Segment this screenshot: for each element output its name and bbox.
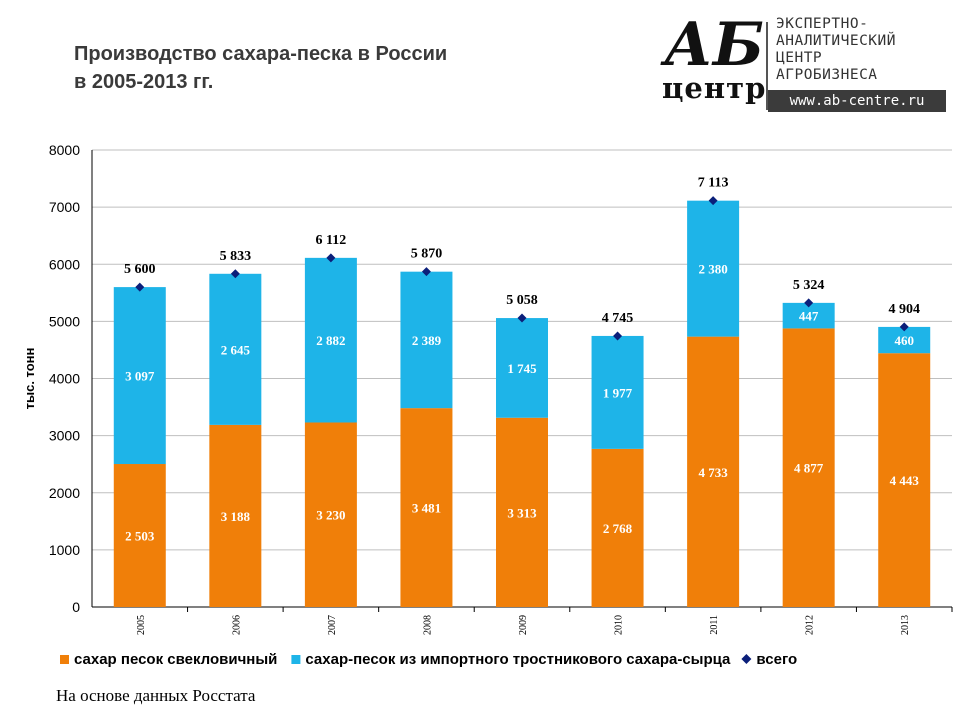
chart-title: Производство сахара-песка в России в 200… [74,40,594,96]
total-marker [421,267,431,277]
logo-divider [766,22,768,110]
source-note: На основе данных Росстата [56,686,256,705]
data-label-beet: 3 188 [221,509,251,524]
data-label-beet: 2 768 [603,521,633,536]
data-label-beet: 3 230 [316,508,345,523]
total-marker [804,298,814,308]
x-tick-label: 2010 [614,615,625,635]
bar-beet [782,328,835,607]
y-axis-title: тыс. тонн [22,348,37,410]
data-label-total: 5 833 [220,249,252,264]
logo-line-4: АГРОБИЗНЕСА [776,67,878,83]
total-marker [517,313,527,323]
bar-beet [304,422,357,607]
x-tick-label: 2007 [327,615,338,635]
title-line-1: Производство сахара-песка в России [74,43,448,65]
data-label-cane: 1 977 [603,385,633,400]
data-label-beet: 4 877 [794,461,824,476]
legend-label-total: всего [756,651,797,668]
x-tick-label: 2006 [231,615,242,635]
total-marker [326,253,336,263]
logo-centr-text: центр [662,71,767,105]
legend-swatch-cane [291,655,301,664]
data-label-beet: 4 733 [698,465,728,480]
bar-beet [113,464,166,607]
y-tick-label: 2000 [49,485,80,501]
total-marker [899,322,909,332]
legend-label-cane: сахар-песок из импортного тростникового … [305,651,731,668]
data-label-beet: 3 481 [412,501,441,516]
data-label-beet: 3 313 [507,505,537,520]
bar-cane [304,257,357,423]
bar-beet [687,336,740,607]
bar-beet [591,448,644,607]
legend-label-beet: сахар песок свекловичный [74,651,277,668]
bar-cane [687,200,740,337]
logo-line-1: ЭКСПЕРТНО- [776,16,869,32]
y-tick-label: 1000 [49,542,80,558]
logo-organization-name: ЭКСПЕРТНО- АНАЛИТИЧЕСКИЙ ЦЕНТР АГРОБИЗНЕ… [776,16,896,84]
data-label-total: 5 600 [124,262,156,277]
total-marker [230,269,240,279]
data-label-total: 5 870 [411,247,443,262]
y-tick-label: 0 [72,599,80,615]
data-label-total: 4 904 [888,302,920,317]
logo-ab-text: АБ [664,10,765,80]
x-tick-label: 2013 [900,615,911,635]
logo-line-3: ЦЕНТР [776,50,823,66]
x-tick-label: 2008 [422,615,433,635]
total-marker [613,331,623,341]
data-label-cane: 447 [799,309,819,324]
bar-cane [591,335,644,449]
bar-cane [400,271,453,409]
data-label-total: 5 058 [506,293,538,308]
y-tick-label: 5000 [49,313,80,329]
bar-beet [878,353,931,607]
y-tick-label: 4000 [49,371,80,387]
legend-swatch-beet [60,655,69,664]
data-label-total: 7 113 [698,176,729,191]
data-label-cane: 2 645 [221,342,251,357]
bar-beet [209,424,262,607]
y-tick-label: 7000 [49,199,80,215]
data-label-cane: 1 745 [507,361,537,376]
bar-beet [400,408,453,607]
legend-marker-total [741,654,752,664]
y-tick-label: 8000 [49,142,80,158]
total-marker [135,282,145,292]
data-label-cane: 460 [894,333,914,348]
bar-cane [209,273,262,425]
x-tick-label: 2005 [136,615,147,635]
data-label-total: 5 324 [793,278,825,293]
logo-url: www.ab-centre.ru [768,90,946,112]
y-tick-label: 3000 [49,428,80,444]
data-label-cane: 2 380 [698,262,727,277]
bar-cane [496,318,548,418]
bar-beet [496,417,548,607]
y-tick-label: 6000 [49,256,80,272]
total-marker [708,196,718,206]
data-label-total: 4 745 [602,311,634,326]
data-label-beet: 2 503 [125,529,155,544]
bar-cane [113,287,166,465]
data-label-cane: 2 882 [316,333,345,348]
x-tick-label: 2011 [709,615,720,635]
data-label-beet: 4 443 [890,473,920,488]
data-label-cane: 2 389 [412,333,442,348]
data-label-cane: 3 097 [125,369,155,384]
logo-line-2: АНАЛИТИЧЕСКИЙ [776,33,896,49]
ab-centre-logo: АБ центр ЭКСПЕРТНО- АНАЛИТИЧЕСКИЙ ЦЕНТР … [660,10,952,116]
x-tick-label: 2012 [805,615,816,635]
title-line-2: в 2005-2013 гг. [74,71,214,93]
x-tick-label: 2009 [518,615,529,635]
data-label-total: 6 112 [316,233,347,248]
